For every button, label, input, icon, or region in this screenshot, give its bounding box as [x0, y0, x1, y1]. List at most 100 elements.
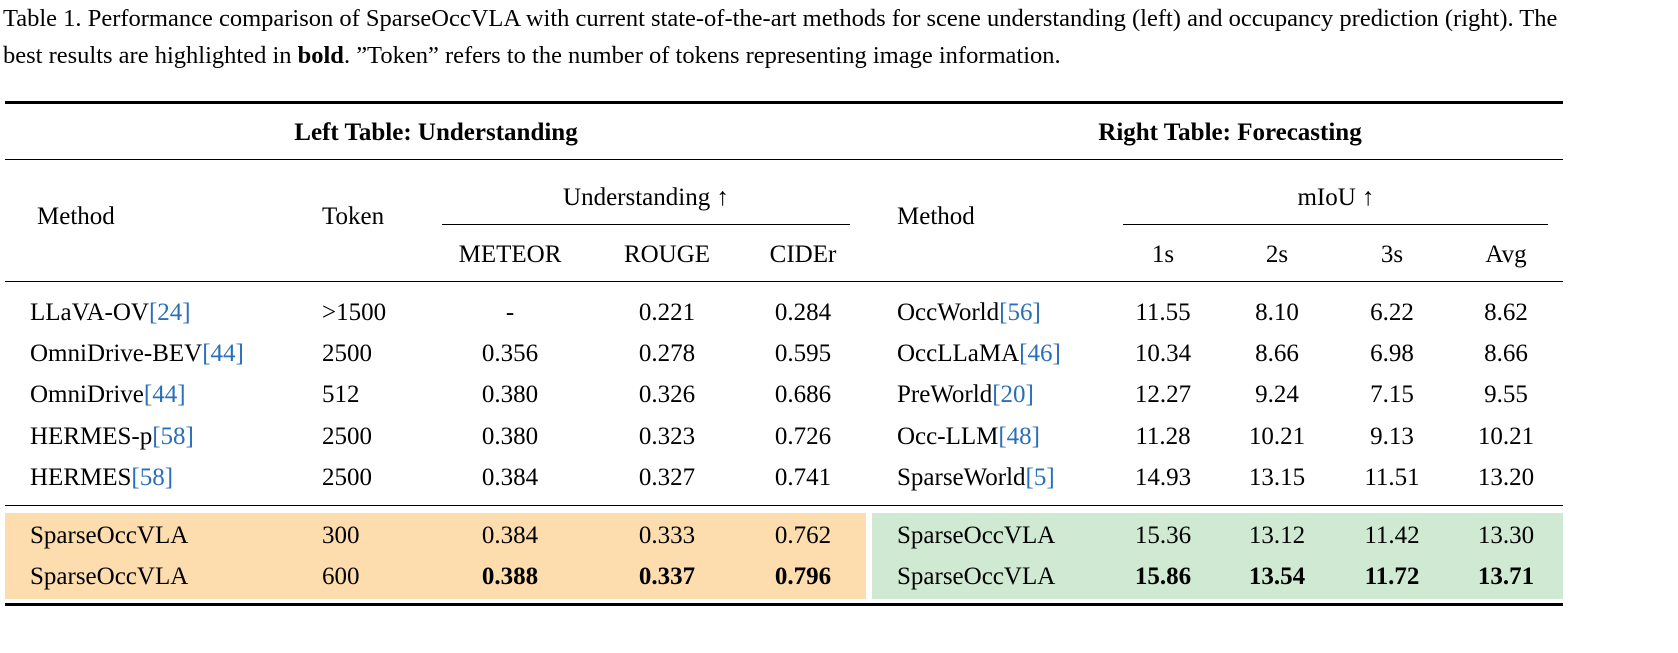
value-cell: 10.34	[1134, 340, 1192, 367]
column-header: Avg	[1485, 241, 1527, 268]
value-cell: 11.42	[1364, 522, 1420, 549]
method-name: OmniDrive	[30, 381, 144, 408]
method-name: PreWorld	[897, 381, 993, 408]
value-cell: 15.36	[1134, 522, 1192, 549]
method-cell: SparseOccVLA	[897, 562, 1055, 592]
value-cell: 0.327	[638, 464, 696, 491]
top-rule	[5, 101, 1563, 104]
value-cell: -	[505, 299, 515, 326]
column-header: Method	[37, 203, 115, 230]
highlight	[5, 513, 866, 599]
value-cell: 0.333	[638, 522, 696, 549]
value-cell: 13.30	[1477, 522, 1535, 549]
citation: [46]	[1019, 340, 1061, 367]
method-cell: LLaVA-OV[24]	[30, 298, 191, 328]
citation: [44]	[143, 381, 186, 408]
method-cell: SparseOccVLA	[30, 562, 188, 592]
value-cell: 11.72	[1364, 563, 1420, 590]
value-cell: 0.380	[481, 423, 539, 450]
value-cell: 15.86	[1134, 563, 1192, 590]
mid-rule	[5, 159, 1563, 161]
method-name: SparseOccVLA	[30, 522, 189, 549]
method-name: SparseOccVLA	[897, 522, 1056, 549]
method-name: HERMES	[30, 464, 132, 491]
value-cell: 13.12	[1248, 522, 1306, 549]
citation: [58]	[152, 423, 194, 450]
method-name: Occ-LLM	[897, 423, 999, 450]
section-title: Left Table: Understanding	[294, 119, 578, 146]
column-header: CIDEr	[769, 241, 837, 268]
value-cell: 0.337	[638, 563, 696, 590]
method-cell: PreWorld[20]	[897, 380, 1034, 410]
group-header: mIoU ↑	[1297, 184, 1375, 211]
method-name: SparseOccVLA	[30, 563, 189, 590]
column-header: Token	[322, 203, 385, 230]
column-header: METEOR	[458, 241, 562, 268]
value-cell: 9.24	[1255, 381, 1299, 408]
value-cell: 9.13	[1370, 423, 1414, 450]
method-cell: SparseOccVLA	[30, 521, 188, 551]
section-title: Right Table: Forecasting	[1098, 119, 1362, 146]
value-cell: 8.66	[1484, 340, 1528, 367]
citation: [48]	[998, 423, 1040, 450]
column-header: ROUGE	[623, 241, 711, 268]
value-cell: 7.15	[1370, 381, 1414, 408]
method-cell: OmniDrive-BEV[44]	[30, 339, 244, 369]
value-cell: 0.221	[638, 299, 696, 326]
citation: [24]	[148, 299, 191, 326]
value-cell: 0.686	[774, 381, 832, 408]
token-cell: 300	[322, 522, 360, 549]
method-name: SparseWorld	[897, 464, 1026, 491]
method-cell: OmniDrive[44]	[30, 380, 186, 410]
value-cell: 0.284	[774, 299, 832, 326]
value-cell: 13.20	[1477, 464, 1535, 491]
value-cell: 0.741	[774, 464, 832, 491]
citation: [5]	[1025, 464, 1055, 491]
column-header: 1s	[1151, 241, 1175, 268]
method-cell: SparseWorld[5]	[897, 463, 1055, 493]
caption-label: Table 1.	[3, 5, 82, 32]
value-cell: 10.21	[1248, 423, 1306, 450]
group-rule	[1123, 224, 1548, 226]
token-cell: 512	[322, 381, 360, 408]
value-cell: 6.22	[1370, 299, 1414, 326]
method-name: OccWorld	[897, 299, 1000, 326]
value-cell: 0.796	[774, 563, 832, 590]
value-cell: 10.21	[1477, 423, 1535, 450]
group-rule	[442, 224, 850, 226]
token-cell: 600	[322, 563, 360, 590]
value-cell: 9.55	[1484, 381, 1528, 408]
value-cell: 6.98	[1370, 340, 1414, 367]
method-cell: HERMES[58]	[30, 463, 173, 493]
value-cell: 0.384	[481, 522, 539, 549]
caption-text: Performance comparison of SparseOccVLA w…	[3, 5, 1558, 69]
token-cell: 2500	[322, 340, 372, 367]
value-cell: 8.66	[1255, 340, 1299, 367]
method-cell: SparseOccVLA	[897, 521, 1055, 551]
value-cell: 0.595	[774, 340, 832, 367]
value-cell: 12.27	[1134, 381, 1192, 408]
citation: [20]	[992, 381, 1034, 408]
method-cell: OccLLaMA[46]	[897, 339, 1061, 369]
caption-bold: bold	[297, 42, 344, 69]
method-cell: Occ-LLM[48]	[897, 422, 1040, 452]
bottom-rule	[5, 603, 1563, 606]
value-cell: 0.278	[638, 340, 696, 367]
citation: [56]	[999, 299, 1041, 326]
column-header: Method	[897, 203, 975, 230]
citation: [58]	[131, 464, 174, 491]
value-cell: 8.62	[1484, 299, 1528, 326]
method-name: OccLLaMA	[897, 340, 1020, 367]
method-name: SparseOccVLA	[897, 563, 1056, 590]
token-cell: 2500	[322, 423, 372, 450]
value-cell: 0.356	[481, 340, 539, 367]
value-cell: 0.384	[481, 464, 539, 491]
method-cell: HERMES-p[58]	[30, 422, 194, 452]
value-cell: 11.28	[1135, 423, 1191, 450]
column-header: 2s	[1265, 241, 1289, 268]
highlight	[872, 513, 1563, 599]
token-cell: >1500	[322, 299, 387, 326]
value-cell: 0.323	[638, 423, 696, 450]
mid-rule	[5, 505, 1563, 507]
